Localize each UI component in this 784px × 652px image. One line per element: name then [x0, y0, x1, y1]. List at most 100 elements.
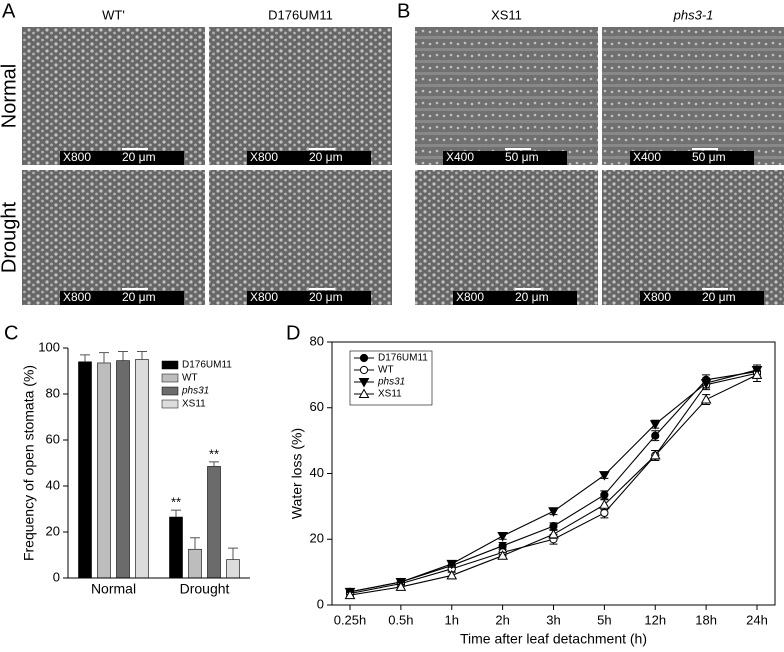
- scale-length: 20 μm: [309, 150, 343, 164]
- micrograph: [415, 27, 598, 165]
- legend-label: WT: [378, 365, 394, 376]
- micrograph: [602, 27, 784, 165]
- marker: [700, 379, 712, 389]
- row-label: Drought: [0, 201, 20, 273]
- scale-box: [640, 291, 764, 305]
- error-bar: [99, 352, 109, 363]
- legend-swatch: [161, 399, 179, 409]
- scale-length: 50 μm: [505, 150, 539, 164]
- legend-label: WT: [182, 373, 198, 384]
- legend-swatch: [161, 386, 179, 396]
- marker: [497, 531, 508, 542]
- bar: [116, 360, 130, 579]
- y-tick-label: 0: [53, 569, 60, 584]
- micrograph-shade: [602, 27, 784, 165]
- micrograph-shade: [602, 170, 784, 305]
- column-header: XS11: [491, 7, 522, 22]
- marker: [600, 490, 609, 499]
- error-bar: [228, 547, 238, 560]
- column-header: phs3-1: [673, 7, 714, 22]
- marker: [599, 499, 610, 509]
- y-tick-label: 40: [310, 465, 324, 480]
- bar: [135, 359, 149, 579]
- marker: [651, 431, 660, 440]
- x-tick-label: 0.5h: [388, 612, 413, 627]
- bar: [169, 516, 183, 579]
- legend-label: XS11: [182, 399, 206, 410]
- significance: **: [209, 446, 219, 461]
- micrograph: [415, 170, 598, 305]
- y-tick-label: 20: [310, 531, 324, 546]
- legend-label: phs31: [377, 377, 405, 388]
- scale-box: [453, 291, 577, 305]
- series-line: [349, 371, 758, 593]
- x-tick-label: 18h: [695, 612, 717, 627]
- panel-label: B: [397, 0, 410, 22]
- legend-label: D176UM11: [182, 360, 232, 371]
- scale-length: 20 μm: [702, 290, 736, 304]
- marker: [600, 508, 609, 518]
- x-axis-label: Time after leaf detachment (h): [460, 631, 647, 647]
- micrograph-shade: [209, 27, 392, 165]
- marker: [446, 559, 458, 570]
- y-tick-label: 60: [310, 399, 324, 414]
- legend-box: [349, 350, 433, 406]
- row-label: Normal: [0, 64, 20, 128]
- marker: [395, 581, 407, 591]
- micrograph: [209, 170, 392, 305]
- x-tick-label: 3h: [546, 612, 560, 627]
- panel-label: A: [2, 0, 16, 22]
- y-tick-label: 40: [46, 477, 60, 492]
- scale-box: [247, 151, 371, 165]
- column-header: D176UM11: [268, 7, 333, 22]
- y-tick-label: 20: [46, 523, 60, 538]
- magnification: X800: [643, 290, 671, 304]
- marker: [700, 394, 712, 404]
- magnification: X800: [63, 290, 91, 304]
- x-tick-label: Drought: [180, 581, 230, 597]
- bar: [207, 466, 221, 579]
- magnification: X800: [456, 290, 484, 304]
- x-tick-label: 0.25h: [334, 612, 367, 627]
- y-tick-label: 80: [46, 385, 60, 400]
- micrograph-shade: [209, 170, 392, 305]
- scale-length: 20 μm: [309, 290, 343, 304]
- scale-box: [443, 151, 567, 165]
- micrograph: [22, 27, 205, 165]
- x-tick-label: 24h: [746, 612, 768, 627]
- panel-label: C: [4, 322, 18, 344]
- bar: [78, 361, 92, 579]
- legend-label: XS11: [378, 389, 402, 400]
- y-tick-label: 100: [38, 339, 60, 354]
- marker: [548, 507, 559, 517]
- series-line: [349, 369, 758, 593]
- micrograph-shade: [415, 170, 598, 305]
- error-bar: [118, 350, 128, 361]
- error-bar: [209, 461, 219, 467]
- scale-length: 50 μm: [692, 150, 726, 164]
- legend-swatch: [161, 360, 179, 370]
- x-tick-label: 2h: [495, 612, 509, 627]
- y-axis-label: Frequency of open stomata (%): [21, 365, 37, 561]
- scale-box: [630, 151, 754, 165]
- bar: [226, 559, 240, 579]
- marker: [599, 471, 610, 481]
- x-tick-label: 1h: [445, 612, 459, 627]
- legend-swatch: [161, 373, 179, 383]
- x-tick-label: 12h: [644, 612, 666, 627]
- magnification: X400: [446, 150, 474, 164]
- series-line: [349, 374, 758, 596]
- micrograph-shade: [22, 170, 205, 305]
- error-bar: [171, 509, 181, 518]
- marker: [359, 365, 369, 375]
- x-tick-label: Normal: [91, 581, 136, 597]
- column-header: WT': [102, 7, 125, 22]
- scale-box: [247, 291, 371, 305]
- micrograph: [22, 170, 205, 305]
- marker: [359, 353, 369, 363]
- marker: [358, 388, 370, 398]
- series-line: [349, 372, 758, 595]
- y-tick-label: 80: [310, 333, 324, 348]
- bar: [188, 548, 202, 579]
